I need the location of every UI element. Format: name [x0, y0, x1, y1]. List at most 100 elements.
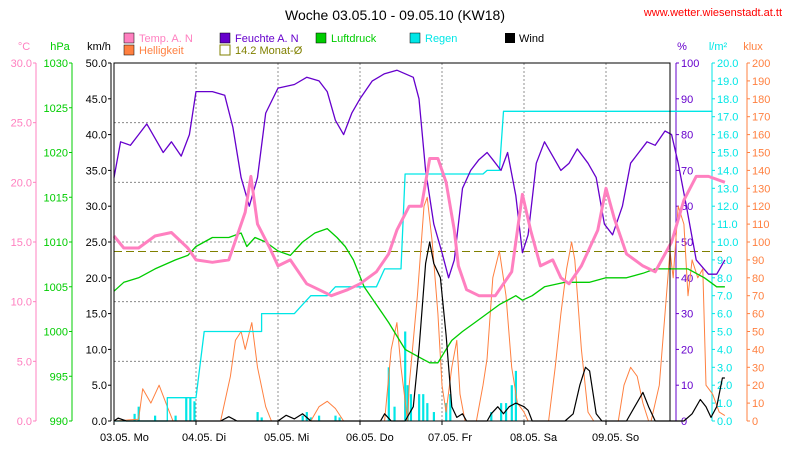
series-line-wind — [113, 241, 725, 422]
tick-label-helligkeit: 0 — [752, 416, 758, 428]
series-line-temp — [112, 157, 726, 298]
tick-label-wind: 35.0 — [86, 165, 107, 177]
axis-unit-temp: °C — [18, 41, 30, 53]
rain-bar — [260, 417, 263, 421]
tick-label-luftdruck: 1010 — [44, 237, 68, 249]
tick-label-temp: 5.0 — [17, 356, 32, 368]
axis-unit-regen: l/m² — [709, 41, 728, 53]
axis-unit-feuchte: % — [677, 41, 687, 53]
rain-bar — [338, 417, 341, 421]
tick-label-feuchte: 100 — [681, 58, 699, 70]
tick-label-feuchte: 10 — [681, 380, 693, 392]
x-tick-label: 03.05. Mo — [100, 432, 149, 444]
rain-bar — [490, 412, 493, 421]
tick-label-regen: 10.0 — [717, 237, 738, 249]
grid — [114, 63, 670, 421]
svg-text:14.2 Monat-Ø: 14.2 Monat-Ø — [235, 45, 303, 57]
tick-label-regen: 14.0 — [717, 165, 738, 177]
series-line-helligkeit — [113, 196, 726, 422]
legend: Temp. A. N Feuchte A. N Luftdruck Regen … — [123, 32, 544, 57]
tick-label-regen: 17.0 — [717, 112, 738, 124]
legend-item-monat: 14.2 Monat-Ø — [219, 44, 303, 57]
tick-label-regen: 4.0 — [717, 344, 732, 356]
tick-label-regen: 11.0 — [717, 219, 738, 231]
rain-bar — [406, 385, 409, 421]
tick-label-regen: 12.0 — [717, 201, 738, 213]
tick-label-regen: 18.0 — [717, 94, 738, 106]
tick-label-wind: 25.0 — [86, 237, 107, 249]
tick-label-helligkeit: 150 — [752, 148, 770, 160]
tick-label-luftdruck: 1015 — [44, 192, 68, 204]
tick-label-temp: 30.0 — [11, 58, 32, 70]
svg-text:Regen: Regen — [425, 33, 457, 45]
legend-item-temp: Temp. A. N — [123, 32, 193, 45]
tick-label-feuchte: 90 — [681, 94, 693, 106]
tick-label-helligkeit: 80 — [752, 273, 764, 285]
tick-label-wind: 20.0 — [86, 273, 107, 285]
tick-label-regen: 1.0 — [717, 398, 732, 410]
rain-bar — [409, 394, 413, 421]
tick-label-helligkeit: 10 — [752, 398, 764, 410]
tick-label-wind: 50.0 — [86, 58, 107, 70]
series-lines — [112, 69, 726, 422]
rain-bar — [334, 415, 337, 421]
tick-label-regen: 0.0 — [717, 416, 732, 428]
chart-title: Woche 03.05.10 - 09.05.10 (KW18) — [285, 7, 505, 23]
tick-label-feuchte: 30 — [681, 309, 693, 321]
tick-label-helligkeit: 190 — [752, 76, 770, 88]
rain-bar — [422, 394, 425, 421]
x-tick-label: 09.05. So — [592, 432, 639, 444]
legend-item-helligkeit: Helligkeit — [123, 44, 184, 57]
tick-label-wind: 40.0 — [86, 130, 107, 142]
rain-bar — [305, 412, 308, 421]
tick-label-feuchte: 70 — [681, 165, 693, 177]
tick-label-luftdruck: 1005 — [44, 282, 68, 294]
axis-unit-wind: km/h — [87, 41, 111, 53]
tick-label-wind: 45.0 — [86, 94, 107, 106]
tick-label-helligkeit: 120 — [752, 201, 770, 213]
tick-label-regen: 19.0 — [717, 76, 738, 88]
tick-label-helligkeit: 20 — [752, 380, 764, 392]
rain-bar — [309, 417, 312, 421]
tick-label-luftdruck: 1025 — [44, 103, 68, 115]
tick-label-regen: 20.0 — [717, 58, 738, 70]
tick-label-feuchte: 0 — [681, 416, 687, 428]
tick-label-feuchte: 50 — [681, 237, 693, 249]
x-tick-label: 07.05. Fr — [428, 432, 472, 444]
tick-label-wind: 5.0 — [92, 380, 107, 392]
tick-label-helligkeit: 60 — [752, 309, 764, 321]
axes: 0.05.010.015.020.025.030.099099510001005… — [11, 58, 771, 444]
tick-label-regen: 6.0 — [717, 309, 732, 321]
tick-label-wind: 30.0 — [86, 201, 107, 213]
rain-bar — [256, 412, 259, 421]
rain-bar — [137, 406, 140, 421]
rain-bar — [301, 415, 304, 421]
tick-label-temp: 10.0 — [11, 297, 32, 309]
tick-label-helligkeit: 170 — [752, 112, 770, 124]
tick-label-regen: 8.0 — [717, 273, 732, 285]
tick-label-regen: 5.0 — [717, 327, 732, 339]
x-tick-label: 04.05. Di — [182, 432, 226, 444]
tick-label-luftdruck: 1000 — [44, 327, 68, 339]
axis-unit-helligkeit: klux — [743, 41, 763, 53]
tick-label-luftdruck: 1030 — [44, 58, 68, 70]
tick-label-regen: 3.0 — [717, 362, 732, 374]
tick-label-temp: 20.0 — [11, 177, 32, 189]
axis-units: °C hPa km/h% l/m² klux — [18, 41, 763, 53]
svg-text:Luftdruck: Luftdruck — [331, 33, 377, 45]
legend-item-wind: Wind — [505, 33, 544, 45]
rain-bar — [404, 331, 407, 421]
rain-bar — [185, 397, 188, 421]
rain-bar — [418, 394, 421, 421]
rain-bar — [432, 412, 435, 421]
rain-bar — [426, 403, 429, 421]
tick-label-regen: 7.0 — [717, 291, 732, 303]
tick-label-helligkeit: 180 — [752, 94, 770, 106]
rain-bar — [510, 385, 513, 421]
tick-label-wind: 15.0 — [86, 309, 107, 321]
tick-label-feuchte: 20 — [681, 344, 693, 356]
tick-label-helligkeit: 130 — [752, 183, 770, 195]
tick-label-wind: 0.0 — [92, 416, 107, 428]
tick-label-helligkeit: 40 — [752, 344, 764, 356]
tick-label-wind: 10.0 — [86, 344, 107, 356]
